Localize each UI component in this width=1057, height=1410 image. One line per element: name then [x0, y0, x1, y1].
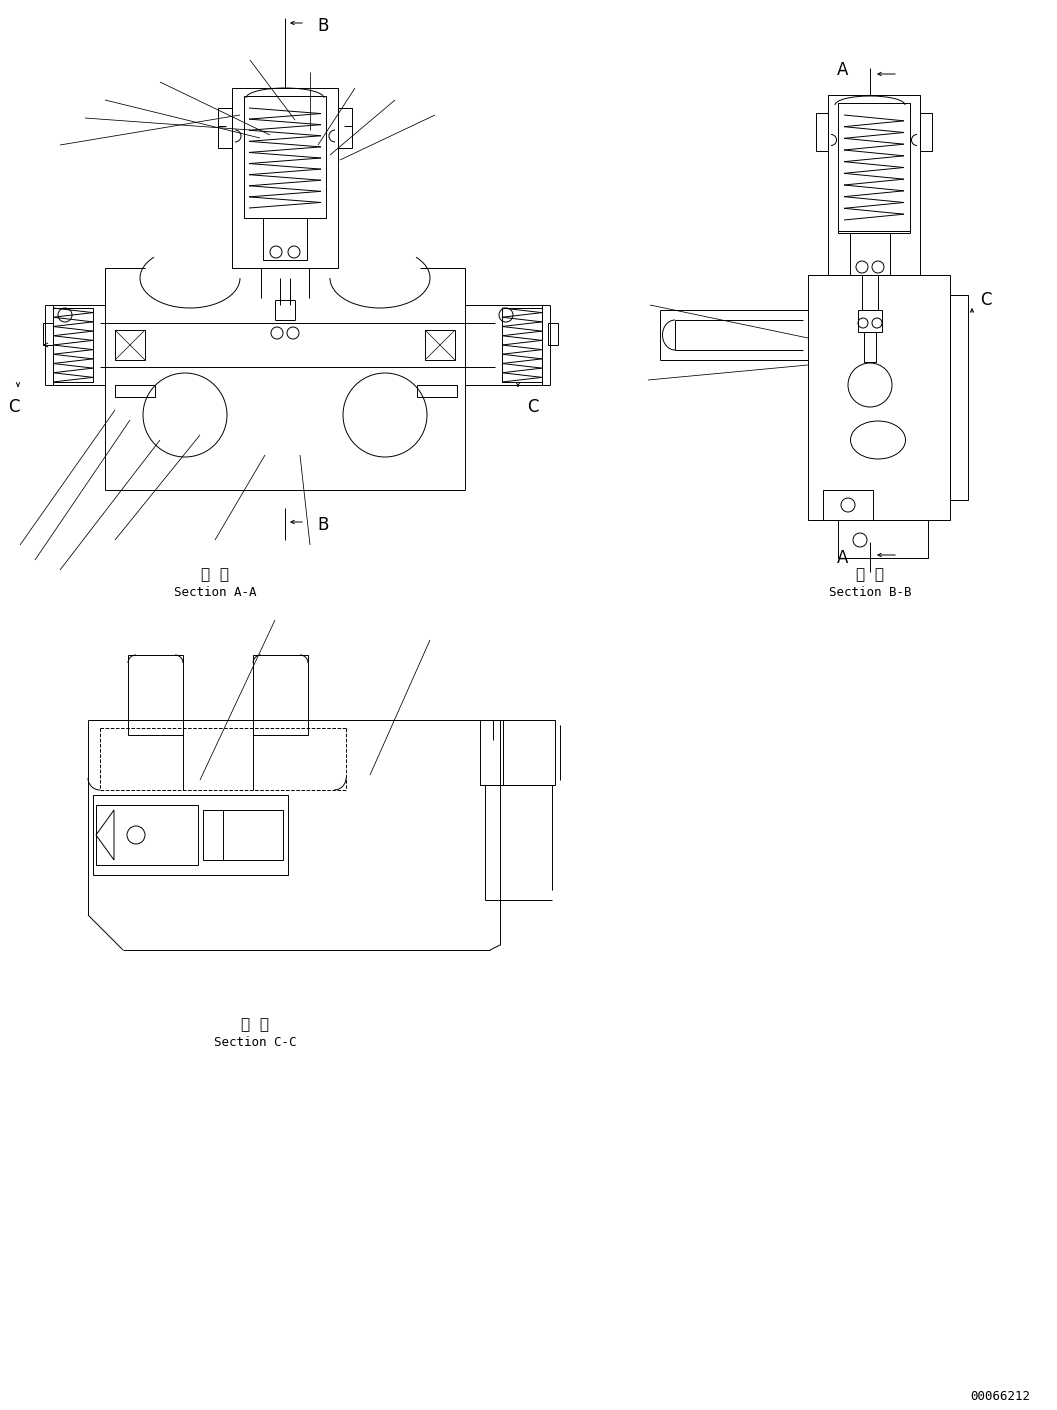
Bar — [244, 96, 326, 219]
Text: B: B — [317, 17, 329, 35]
Bar — [838, 103, 910, 233]
Text: Section A-A: Section A-A — [173, 587, 256, 599]
Bar — [43, 323, 53, 345]
Text: C: C — [8, 398, 19, 416]
Bar — [502, 307, 542, 382]
Text: Section C-C: Section C-C — [214, 1036, 296, 1049]
Bar — [950, 295, 968, 501]
Text: A: A — [837, 548, 848, 567]
Text: B: B — [317, 516, 329, 534]
Text: C: C — [980, 290, 991, 309]
Text: 00066212: 00066212 — [970, 1390, 1030, 1403]
Bar — [548, 323, 558, 345]
Bar — [53, 307, 93, 382]
Bar — [115, 385, 155, 398]
Bar — [858, 310, 882, 331]
Bar — [96, 805, 198, 864]
Bar — [93, 795, 288, 876]
Text: 断  面: 断 面 — [241, 1018, 268, 1032]
Bar — [828, 94, 920, 275]
Bar — [920, 113, 932, 151]
Bar — [480, 721, 555, 785]
Bar — [864, 331, 876, 362]
Bar — [823, 491, 873, 520]
Bar — [425, 330, 455, 360]
Bar — [128, 656, 183, 735]
Text: 断  面: 断 面 — [856, 567, 884, 582]
Bar — [231, 87, 338, 268]
Bar — [418, 385, 457, 398]
Text: C: C — [527, 398, 538, 416]
Bar — [263, 219, 307, 259]
Bar — [838, 520, 928, 558]
Text: A: A — [837, 61, 848, 79]
Bar — [253, 656, 308, 735]
Bar — [115, 330, 145, 360]
Text: 断  面: 断 面 — [201, 567, 229, 582]
Text: Section B-B: Section B-B — [829, 587, 911, 599]
Bar — [218, 109, 231, 148]
Bar — [816, 113, 828, 151]
Bar — [808, 275, 950, 520]
Bar — [338, 109, 352, 148]
Bar — [850, 233, 890, 275]
Bar — [203, 809, 283, 860]
